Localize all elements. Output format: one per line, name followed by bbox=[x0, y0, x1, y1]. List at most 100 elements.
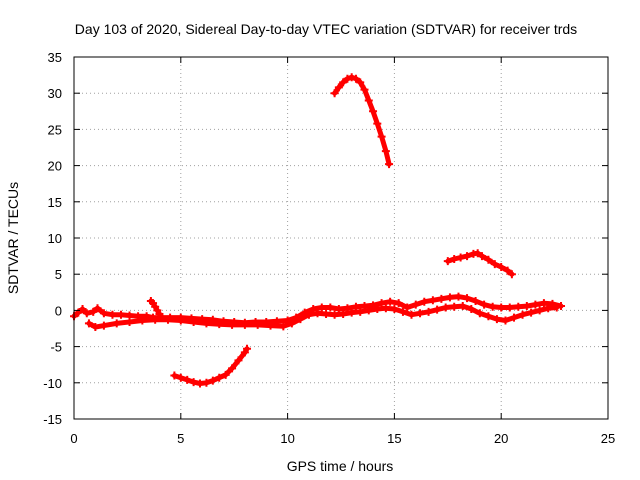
data-point bbox=[228, 320, 237, 329]
data-point bbox=[505, 303, 514, 312]
data-point bbox=[492, 315, 501, 324]
x-tick-label: 25 bbox=[601, 431, 615, 446]
data-point bbox=[424, 307, 433, 316]
data-point bbox=[82, 309, 91, 318]
y-tick-label: -10 bbox=[43, 376, 62, 391]
data-point bbox=[463, 252, 472, 261]
data-point bbox=[99, 321, 108, 330]
data-point bbox=[385, 160, 394, 169]
data-point bbox=[381, 147, 390, 156]
data-point bbox=[304, 310, 313, 319]
series-mid-arc bbox=[443, 249, 516, 279]
data-point bbox=[463, 294, 472, 303]
y-tick-label: 10 bbox=[48, 231, 62, 246]
data-point bbox=[411, 300, 420, 309]
data-point bbox=[437, 294, 446, 303]
data-point bbox=[488, 302, 497, 311]
series-spike-3.7h bbox=[146, 296, 166, 321]
data-point bbox=[215, 373, 224, 382]
data-point bbox=[287, 319, 296, 328]
series-line bbox=[71, 294, 564, 326]
data-point bbox=[356, 307, 365, 316]
data-point bbox=[330, 89, 339, 98]
data-point bbox=[189, 317, 198, 326]
data-point bbox=[454, 292, 463, 301]
x-tick-label: 20 bbox=[494, 431, 508, 446]
data-point bbox=[467, 304, 476, 313]
data-point bbox=[501, 316, 510, 325]
data-point bbox=[433, 305, 442, 314]
y-tick-label: -15 bbox=[43, 412, 62, 427]
data-point bbox=[364, 96, 373, 105]
data-point bbox=[544, 304, 553, 313]
data-point bbox=[484, 255, 493, 264]
data-point bbox=[377, 299, 386, 308]
data-point bbox=[450, 254, 459, 263]
data-point bbox=[339, 310, 348, 319]
data-point bbox=[369, 107, 378, 116]
x-tick-label: 15 bbox=[387, 431, 401, 446]
series-upper-arc bbox=[330, 73, 394, 169]
data-point bbox=[112, 319, 121, 328]
data-point bbox=[552, 303, 561, 312]
data-point bbox=[99, 309, 108, 318]
y-tick-label: 35 bbox=[48, 50, 62, 65]
data-point bbox=[497, 262, 506, 271]
y-axis-label: SDTVAR / TECUs bbox=[5, 182, 21, 294]
data-point bbox=[221, 370, 230, 379]
data-point bbox=[157, 312, 166, 321]
data-point bbox=[477, 252, 486, 261]
data-point bbox=[364, 306, 373, 315]
series-main-band bbox=[70, 292, 566, 327]
data-point bbox=[535, 306, 544, 315]
data-point bbox=[234, 356, 243, 365]
data-point bbox=[279, 322, 288, 331]
data-point bbox=[189, 378, 198, 387]
data-point bbox=[373, 119, 382, 128]
data-point bbox=[202, 319, 211, 328]
data-point bbox=[91, 323, 100, 332]
data-point bbox=[339, 78, 348, 87]
data-point bbox=[326, 303, 335, 312]
data-point bbox=[138, 316, 147, 325]
data-point bbox=[266, 321, 275, 330]
data-point bbox=[450, 302, 459, 311]
data-point bbox=[202, 378, 211, 387]
x-tick-label: 5 bbox=[177, 431, 184, 446]
data-point bbox=[215, 320, 224, 329]
data-point bbox=[471, 296, 480, 305]
grid-lines bbox=[74, 57, 608, 419]
data-point bbox=[125, 317, 134, 326]
data-point bbox=[497, 303, 506, 312]
data-point bbox=[420, 297, 429, 306]
data-point bbox=[443, 257, 452, 266]
data-point bbox=[347, 308, 356, 317]
data-point bbox=[514, 302, 523, 311]
data-point bbox=[116, 310, 125, 319]
data-point bbox=[351, 302, 360, 311]
data-point bbox=[296, 315, 305, 324]
data-point bbox=[398, 307, 407, 316]
data-point bbox=[381, 304, 390, 313]
data-point bbox=[539, 299, 548, 308]
data-point bbox=[377, 132, 386, 141]
data-point bbox=[373, 304, 382, 313]
data-point bbox=[151, 315, 160, 324]
data-point bbox=[507, 270, 516, 279]
data-point bbox=[390, 304, 399, 313]
x-tick-label: 10 bbox=[280, 431, 294, 446]
data-point bbox=[441, 303, 450, 312]
data-point bbox=[334, 304, 343, 313]
x-tick-label: 0 bbox=[70, 431, 77, 446]
data-point bbox=[78, 304, 87, 313]
data-point bbox=[484, 312, 493, 321]
data-point bbox=[458, 302, 467, 311]
y-tick-label: 20 bbox=[48, 159, 62, 174]
data-point bbox=[313, 309, 322, 318]
data-point bbox=[356, 78, 365, 87]
data-point bbox=[386, 297, 395, 306]
data-point bbox=[108, 310, 117, 319]
data-point bbox=[343, 74, 352, 83]
data-point bbox=[480, 300, 489, 309]
